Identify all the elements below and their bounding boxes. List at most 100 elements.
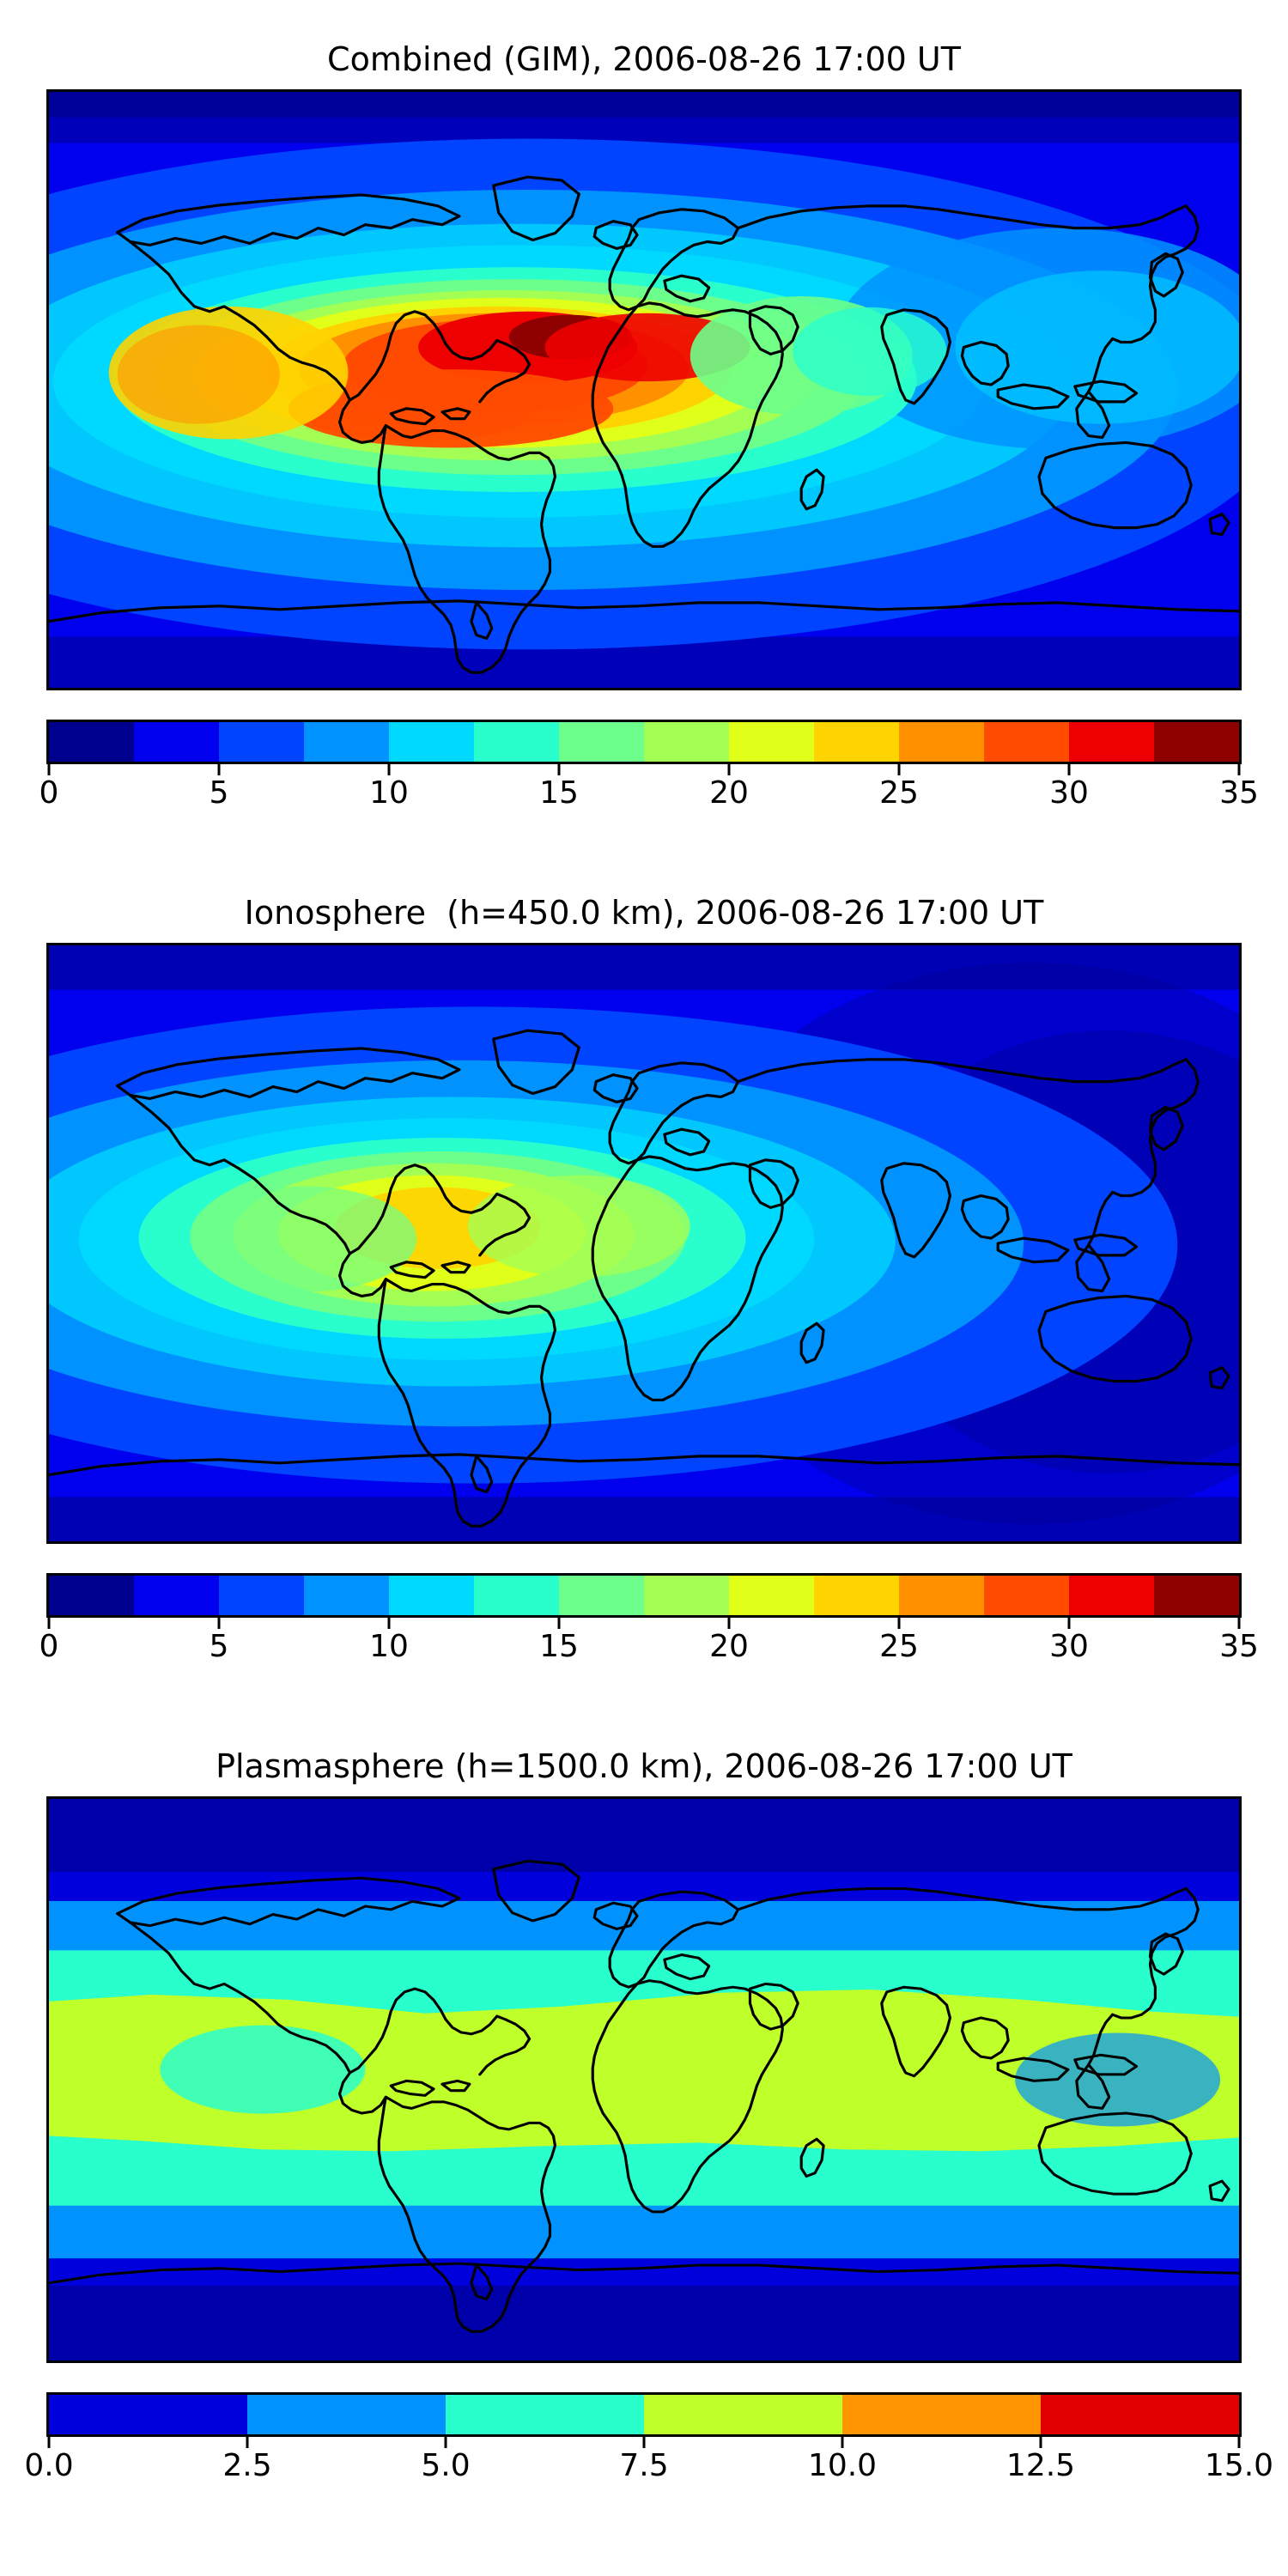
colorbar-tick-label: 35 [1219,1629,1259,1664]
colorbar-tick-label: 10 [369,775,409,811]
colorbar-segment [389,1576,474,1615]
contour-fill-combined [49,92,1239,688]
colorbar-tick-mark [557,1618,561,1629]
panel-title-plasmasphere: Plasmasphere (h=1500.0 km), 2006-08-26 1… [216,1747,1072,1785]
colorbar-tick-mark [1237,2437,1241,2448]
colorbar-tick-mark [1237,764,1241,775]
panel-title-combined: Combined (GIM), 2006-08-26 17:00 UT [327,40,961,78]
colorbar-segment [474,722,559,762]
colorbar-tick-mark [1039,2437,1042,2448]
colorbar-tick-label: 15 [539,775,579,811]
colorbar-tick-label: 10.0 [807,2448,878,2483]
colorbar-segment [729,1576,814,1615]
map-canvas-combined [49,92,1239,688]
colorbar-segment [814,722,899,762]
map-combined [46,89,1242,690]
colorbar-tick-mark [47,1618,51,1629]
colorbar-segment [1154,722,1239,762]
coastlines-combined [49,175,1239,674]
panel-plasmasphere: Plasmasphere (h=1500.0 km), 2006-08-26 1… [0,1747,1288,2485]
colorbar-tick-mark [217,1618,221,1629]
colorbar-tick-mark [727,764,731,775]
colorbar-tick-label: 25 [879,775,919,811]
colorbar-tick-mark [1067,1618,1071,1629]
colorbar-tick-label: 35 [1219,775,1259,811]
colorbar-tick-label: 30 [1049,775,1089,811]
colorbar-tick-label: 10 [369,1629,409,1664]
colorbar-tick-label: 15 [539,1629,579,1664]
colorbar-segment [729,722,814,762]
colorbar-tick-mark [897,764,901,775]
colorbar-track-ionosphere[interactable] [46,1573,1242,1618]
colorbar-segment [49,722,134,762]
colorbar-tick-mark [217,764,221,775]
colorbar-tick-mark [727,1618,731,1629]
colorbar-tick-mark [387,1618,391,1629]
colorbar-tick-label: 15.0 [1204,2448,1274,2483]
colorbar-ticks-ionosphere: 0 5 10 15 20 25 30 35 [39,1618,1259,1666]
colorbar-segment [1154,1576,1239,1615]
colorbar-segment [304,1576,389,1615]
colorbar-segment [1069,722,1154,762]
colorbar-tick-label: 5 [209,775,229,811]
contour-fill-plasmasphere [49,1799,1239,2360]
colorbar-segment [899,1576,984,1615]
map-canvas-plasmasphere [49,1799,1239,2360]
colorbar-segment [644,1576,729,1615]
colorbar-tick-label: 20 [709,775,749,811]
contour-fill-ionosphere [49,945,1239,1541]
colorbar-segment [134,1576,219,1615]
colorbar-tick-label: 20 [709,1629,749,1664]
map-canvas-ionosphere [49,945,1239,1541]
colorbar-track-plasmasphere[interactable] [46,2392,1242,2437]
colorbar-tick-label: 0 [39,775,59,811]
coastlines-plasmasphere [49,1859,1239,2333]
colorbar-segment [559,722,644,762]
colorbar-segment [474,1576,559,1615]
colorbar-segment [559,1576,644,1615]
colorbar-tick-label: 7.5 [619,2448,669,2483]
colorbar-segment [644,722,729,762]
colorbar-segment [49,1576,134,1615]
colorbar-segment [1069,1576,1154,1615]
colorbar-tick-mark [557,764,561,775]
colorbar-track-combined[interactable] [46,720,1242,764]
panel-combined: Combined (GIM), 2006-08-26 17:00 UT [0,39,1288,812]
colorbar-segment [134,722,219,762]
map-ionosphere [46,943,1242,1544]
colorbar-tick-mark [1067,764,1071,775]
colorbar-segment [814,1576,899,1615]
colorbar-tick-label: 2.5 [222,2448,272,2483]
colorbar-tick-label: 5.0 [421,2448,471,2483]
colorbar-tick-mark [47,2437,51,2448]
colorbar-plasmasphere [46,2392,1242,2437]
colorbar-tick-mark [246,2437,249,2448]
colorbar-tick-label: 0 [39,1629,59,1664]
colorbar-tick-label: 12.5 [1005,2448,1076,2483]
colorbar-combined [46,720,1242,764]
colorbar-segment [247,2395,446,2434]
colorbar-segment [389,722,474,762]
panel-ionosphere: Ionosphere (h=450.0 km), 2006-08-26 17:0… [0,893,1288,1666]
colorbar-segment [304,722,389,762]
colorbar-segment [899,722,984,762]
colorbar-ticks-plasmasphere: 0.0 2.5 5.0 7.5 10.0 12.5 15.0 [24,2437,1273,2485]
colorbar-tick-mark [387,764,391,775]
colorbar-tick-label: 0.0 [24,2448,74,2483]
map-plasmasphere [46,1796,1242,2363]
colorbar-ticks-combined: 0 5 10 15 20 25 30 35 [39,764,1259,812]
colorbar-tick-mark [841,2437,844,2448]
colorbar-segment [446,2395,644,2434]
coastlines-ionosphere [49,1029,1239,1528]
colorbar-tick-mark [1237,1618,1241,1629]
colorbar-tick-mark [47,764,51,775]
colorbar-segment [984,1576,1069,1615]
colorbar-tick-label: 30 [1049,1629,1089,1664]
colorbar-segment [984,722,1069,762]
colorbar-tick-label: 5 [209,1629,229,1664]
colorbar-segment [219,1576,304,1615]
colorbar-segment [1041,2395,1239,2434]
colorbar-ionosphere [46,1573,1242,1618]
colorbar-tick-mark [897,1618,901,1629]
